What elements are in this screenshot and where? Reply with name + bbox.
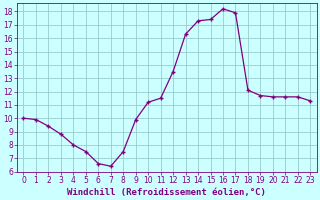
X-axis label: Windchill (Refroidissement éolien,°C): Windchill (Refroidissement éolien,°C) xyxy=(68,188,266,197)
